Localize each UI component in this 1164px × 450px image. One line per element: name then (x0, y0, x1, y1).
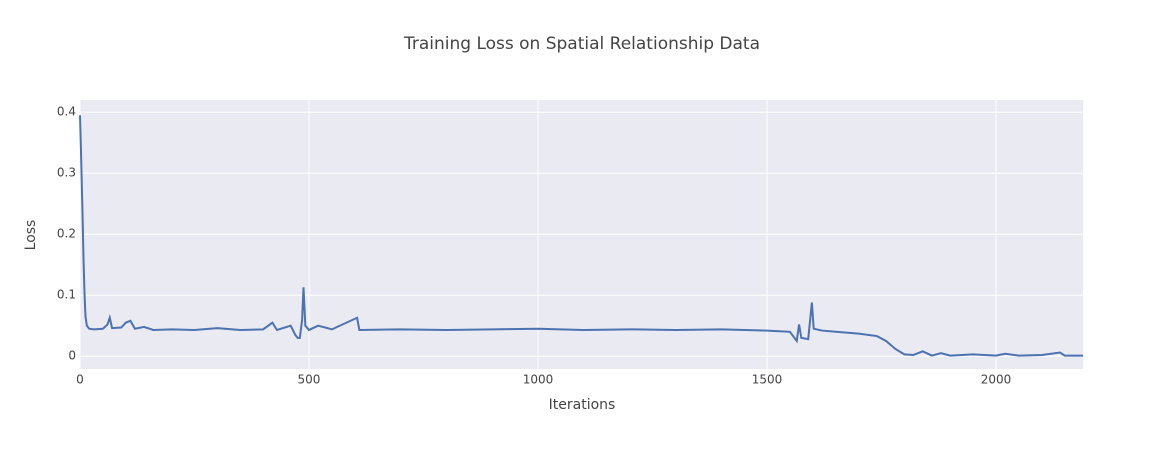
x-tick-label: 1000 (523, 373, 554, 387)
y-tick-label: 0.4 (57, 105, 76, 119)
y-axis-label: Loss (23, 220, 39, 251)
x-tick-label: 500 (298, 373, 321, 387)
x-tick-label: 0 (76, 373, 84, 387)
x-tick-label: 2000 (981, 373, 1012, 387)
x-axis-label: Iterations (549, 397, 616, 413)
y-tick-label: 0.2 (57, 227, 76, 241)
chart-title: Training Loss on Spatial Relationship Da… (403, 34, 760, 54)
x-tick-label: 1500 (752, 373, 783, 387)
y-tick-label: 0.3 (57, 166, 76, 180)
y-tick-label: 0.1 (57, 288, 76, 302)
y-tick-label: 0 (68, 349, 76, 363)
loss-line (79, 115, 1083, 357)
